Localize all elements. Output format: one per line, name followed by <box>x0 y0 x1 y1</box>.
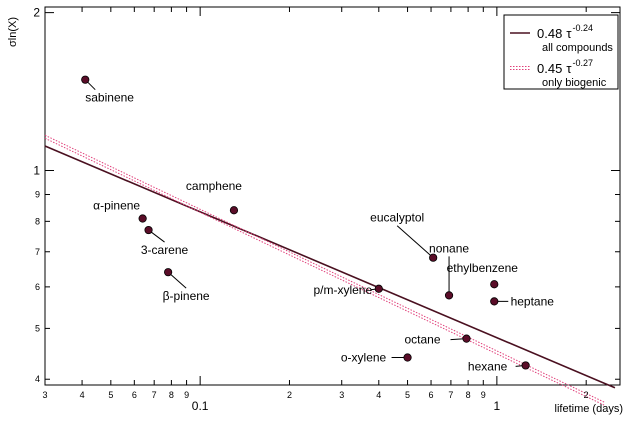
data-point <box>429 253 438 262</box>
data-point-label: sabinene <box>85 91 134 105</box>
data-point <box>490 280 499 289</box>
data-point-label: eucalyptol <box>370 211 424 225</box>
y-tick-label-major: 1 <box>33 164 40 178</box>
data-point <box>144 225 153 235</box>
series-line-1-lower <box>44 137 605 406</box>
x-tick-label-minor: 9 <box>481 390 486 400</box>
data-point-label: camphene <box>186 179 242 193</box>
data-point <box>403 353 412 362</box>
data-point-label: hexane <box>468 359 508 373</box>
data-point-label: o-xylene <box>341 351 387 365</box>
data-point-label: octane <box>404 333 440 347</box>
x-tick-label-minor: 3 <box>339 390 344 400</box>
x-tick-label-minor: 5 <box>405 390 410 400</box>
data-point <box>138 214 147 223</box>
x-tick-label-major: 1 <box>494 399 501 413</box>
y-tick-label-minor: 6 <box>35 282 40 292</box>
point-layer: sabinene camphene α-pinene 3-carene β-pinene… <box>81 75 555 373</box>
series-layer <box>44 134 616 406</box>
y-tick-label-minor: 5 <box>35 323 40 333</box>
x-axis-label: lifetime (days) <box>555 403 623 415</box>
y-tick-label-minor: 7 <box>35 247 40 257</box>
legend-entry-1: only biogenic <box>542 77 607 89</box>
data-point <box>490 297 499 306</box>
x-tick-label-minor: 2 <box>287 390 292 400</box>
x-tick-label-minor: 4 <box>376 390 381 400</box>
legend-formula-1: 0.45 τ-0.27 <box>537 58 593 76</box>
data-point-label: heptane <box>511 294 555 308</box>
y-tick-label-minor: 4 <box>35 374 40 384</box>
series-line-1-upper <box>44 134 605 403</box>
data-point <box>164 268 173 277</box>
legend-formula-0: 0.48 τ-0.24 <box>537 23 593 41</box>
x-tick-label-minor: 8 <box>466 390 471 400</box>
legend-tau-symbol: τ <box>566 61 572 76</box>
data-point-label: β-pinene <box>163 289 210 303</box>
legend-box <box>503 14 619 90</box>
y-tick-label-major: 2 <box>33 6 40 20</box>
legend-coefficient: 0.48 <box>537 26 562 41</box>
data-point-label: ethylbenzene <box>447 261 519 275</box>
x-tick-label-minor: 2 <box>584 390 589 400</box>
x-tick-label-minor: 7 <box>152 390 157 400</box>
data-point-label: 3-carene <box>141 243 189 257</box>
x-tick-label-minor: 3 <box>42 390 47 400</box>
x-tick-label-minor: 6 <box>132 390 137 400</box>
data-point <box>462 334 471 343</box>
data-point-label: nonane <box>429 241 469 255</box>
legend-entry-0: all compounds <box>542 42 613 54</box>
y-tick-label-minor: 8 <box>35 216 40 226</box>
y-axis-label: σln(X) <box>7 17 19 47</box>
point-leader-line <box>396 225 434 259</box>
data-point <box>374 284 383 293</box>
series-line-0 <box>44 145 616 389</box>
x-tick-label-major: 0.1 <box>192 399 209 413</box>
data-point <box>521 361 530 370</box>
data-point-label: α-pinene <box>93 199 140 213</box>
x-tick-label-minor: 8 <box>169 390 174 400</box>
legend-coefficient: 0.45 <box>537 61 562 76</box>
legend-exponent: -0.27 <box>572 58 593 68</box>
y-tick-label-minor: 9 <box>35 190 40 200</box>
x-tick-label-minor: 4 <box>80 390 85 400</box>
x-tick-label-minor: 7 <box>448 390 453 400</box>
data-point <box>444 291 454 300</box>
x-tick-label-minor: 5 <box>108 390 113 400</box>
x-tick-label-minor: 6 <box>429 390 434 400</box>
legend-exponent: -0.24 <box>572 23 593 33</box>
legend-tau-symbol: τ <box>566 26 572 41</box>
data-point <box>229 206 239 215</box>
data-point-label: p/m-xylene <box>313 283 372 297</box>
data-point <box>81 75 90 84</box>
x-tick-label-minor: 9 <box>184 390 189 400</box>
